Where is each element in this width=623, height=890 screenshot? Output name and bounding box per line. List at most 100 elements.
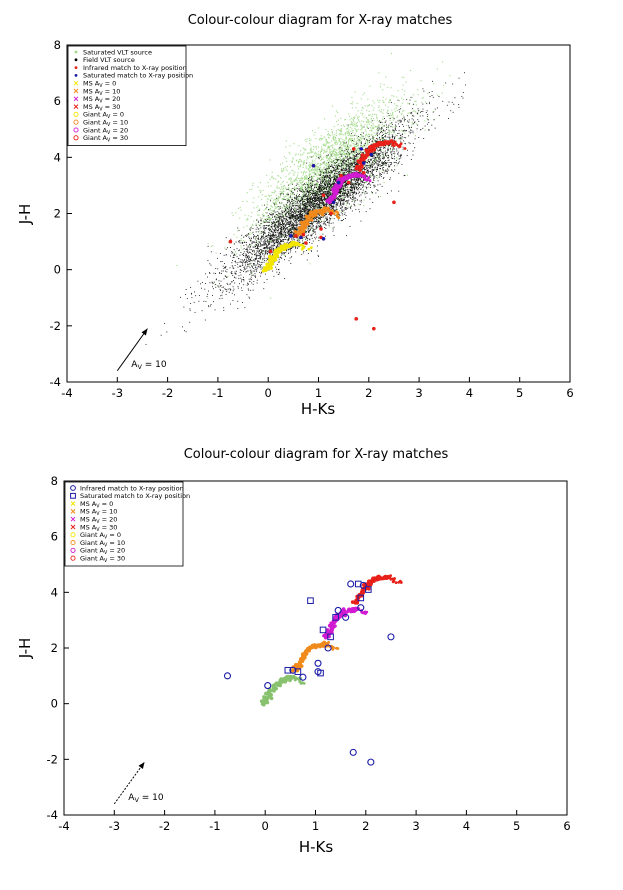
field-vlt-point [284, 210, 286, 212]
saturated-vlt-point [349, 159, 351, 161]
saturated-vlt-point [279, 206, 281, 208]
field-vlt-point [244, 254, 246, 256]
field-vlt-point [311, 197, 313, 199]
saturated-vlt-point [309, 138, 311, 140]
saturated-vlt-point [359, 141, 361, 143]
field-vlt-point [319, 184, 320, 185]
saturated-vlt-point [347, 149, 349, 152]
saturated-vlt-point [307, 197, 309, 199]
saturated-vlt-point [339, 141, 341, 143]
field-vlt-point [373, 160, 375, 162]
field-vlt-point [330, 178, 332, 180]
saturated-vlt-point [343, 183, 345, 185]
field-vlt-point [410, 129, 412, 131]
saturated-vlt-point [336, 155, 338, 157]
field-vlt-point [310, 197, 312, 199]
field-vlt-point [247, 233, 249, 235]
field-vlt-point [281, 236, 283, 238]
field-vlt-point [244, 256, 246, 258]
field-vlt-point [309, 208, 311, 210]
field-vlt-point [293, 223, 295, 225]
saturated-vlt-point [380, 83, 382, 85]
saturated-vlt-point [356, 149, 358, 151]
field-vlt-point [347, 184, 349, 186]
saturated-vlt-point [389, 99, 391, 101]
saturated-vlt-point [348, 135, 350, 137]
field-vlt-point [257, 257, 259, 259]
field-vlt-point [342, 184, 344, 186]
field-vlt-point [326, 154, 328, 156]
field-vlt-point [331, 203, 333, 205]
field-vlt-point [349, 171, 350, 173]
field-vlt-point [232, 256, 234, 258]
field-vlt-point [265, 240, 267, 242]
saturated-vlt-point [365, 138, 367, 140]
field-vlt-point [348, 171, 349, 173]
field-vlt-point [346, 166, 348, 168]
field-vlt-point [274, 203, 276, 205]
field-vlt-point [194, 311, 196, 313]
saturated-vlt-point [316, 175, 318, 177]
field-vlt-point [299, 210, 301, 212]
saturated-vlt-point [280, 183, 282, 185]
saturated-vlt-point [308, 183, 310, 185]
saturated-vlt-point [327, 168, 329, 170]
saturated-vlt-point [310, 147, 312, 149]
field-vlt-point [290, 247, 291, 249]
saturated-vlt-point [296, 177, 298, 179]
saturated-vlt-point [315, 154, 317, 156]
field-vlt-point [329, 217, 331, 219]
saturated-vlt-point [358, 149, 360, 151]
field-vlt-point [311, 198, 313, 200]
field-vlt-point [232, 286, 234, 288]
saturated-vlt-point [372, 123, 374, 125]
saturated-vlt-point [326, 178, 328, 180]
field-vlt-point [317, 213, 319, 215]
field-vlt-point [427, 119, 429, 121]
saturated-vlt-point [335, 161, 337, 163]
saturated-vlt-point [262, 213, 264, 215]
saturated-vlt-point [424, 120, 426, 122]
saturated-vlt-point [317, 178, 319, 180]
saturated-vlt-point [252, 224, 254, 226]
saturated-vlt-point [281, 171, 283, 173]
field-vlt-point [374, 139, 376, 141]
saturated-vlt-point [309, 173, 311, 175]
saturated-vlt-point [405, 81, 407, 83]
saturated-vlt-point [332, 138, 335, 140]
field-vlt-point [292, 192, 294, 194]
saturated-vlt-point [268, 218, 270, 220]
saturated-vlt-point [289, 153, 291, 155]
field-vlt-point [263, 254, 265, 256]
saturated-vlt-point [312, 160, 314, 163]
saturated-vlt-point [282, 244, 284, 246]
field-vlt-point [261, 250, 263, 252]
saturated-vlt-point [330, 161, 332, 163]
field-vlt-point [325, 224, 327, 226]
field-vlt-point [340, 165, 342, 166]
saturated-vlt-point [306, 194, 308, 196]
saturated-vlt-point [335, 143, 337, 145]
saturated-vlt-point [255, 223, 257, 225]
field-vlt-point [382, 178, 384, 179]
saturated-vlt-point [346, 153, 348, 155]
field-vlt-point [264, 232, 266, 233]
field-vlt-point [379, 156, 381, 158]
saturated-vlt-point [314, 160, 316, 162]
field-vlt-point [273, 231, 275, 233]
saturated-vlt-point [348, 140, 350, 143]
saturated-vlt-point [334, 161, 336, 163]
field-vlt-point [328, 161, 329, 163]
saturated-vlt-point [356, 130, 358, 132]
field-vlt-point [431, 95, 433, 96]
saturated-vlt-point [302, 166, 304, 169]
field-vlt-point [310, 217, 312, 218]
field-vlt-point [299, 214, 301, 216]
field-vlt-point [343, 168, 345, 170]
field-vlt-point [250, 279, 252, 281]
saturated-vlt-point [381, 155, 383, 157]
field-vlt-point [308, 195, 310, 197]
field-vlt-point [288, 252, 290, 254]
saturated-vlt-point [283, 206, 285, 208]
field-vlt-point [393, 130, 395, 132]
